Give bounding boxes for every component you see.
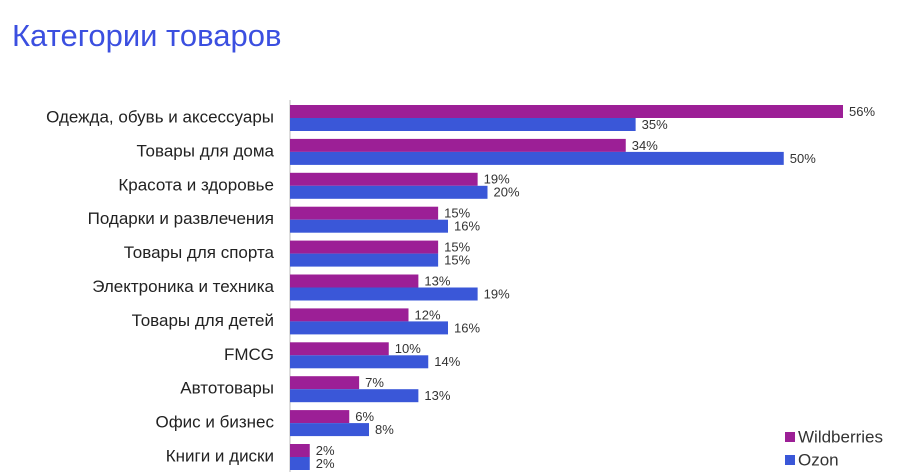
- category-label: Одежда, обувь и аксессуары: [46, 107, 274, 126]
- data-label: 19%: [484, 286, 510, 301]
- category-label: Товары для детей: [132, 311, 274, 330]
- bar: [290, 389, 419, 403]
- data-label: 7%: [365, 375, 384, 390]
- bar: [290, 287, 478, 301]
- data-label: 6%: [355, 409, 374, 424]
- data-label: 8%: [375, 422, 394, 437]
- bar: [290, 355, 429, 369]
- bar: [290, 457, 310, 470]
- bar: [290, 308, 409, 322]
- bar: [290, 321, 448, 335]
- data-label: 2%: [316, 456, 335, 471]
- category-label: Подарки и развлечения: [88, 209, 274, 228]
- data-label: 15%: [444, 253, 470, 268]
- data-label: 13%: [424, 388, 450, 403]
- bar: [290, 253, 439, 267]
- bar: [290, 274, 419, 288]
- bar: [290, 376, 360, 390]
- bar: [290, 172, 478, 186]
- bar: [290, 185, 488, 199]
- bar: [290, 206, 439, 220]
- data-label: 13%: [424, 273, 450, 288]
- data-label: 16%: [454, 219, 480, 234]
- bar: [290, 219, 448, 233]
- data-label: 50%: [790, 151, 816, 166]
- legend-swatch: [785, 455, 795, 465]
- data-label: 15%: [444, 240, 470, 255]
- chart-title: Категории товаров: [12, 18, 281, 53]
- data-label: 20%: [494, 185, 520, 200]
- data-label: 34%: [632, 138, 658, 153]
- bar: [290, 138, 626, 152]
- bar: [290, 118, 636, 131]
- bar: [290, 240, 439, 254]
- category-label: Товары для дома: [137, 141, 275, 160]
- data-label: 2%: [316, 443, 335, 458]
- data-label: 35%: [642, 117, 668, 132]
- category-label: Офис и бизнес: [155, 413, 274, 432]
- category-label: FMCG: [224, 345, 274, 364]
- category-label: Красота и здоровье: [118, 175, 274, 194]
- data-label: 19%: [484, 172, 510, 187]
- bar: [290, 105, 843, 118]
- category-label: Товары для спорта: [124, 243, 275, 262]
- bar: [290, 423, 369, 437]
- bar: [290, 444, 310, 457]
- category-label: Автотовары: [180, 379, 274, 398]
- legend-label: Wildberries: [798, 427, 883, 446]
- legend-label: Ozon: [798, 450, 839, 469]
- data-label: 15%: [444, 206, 470, 221]
- data-label: 10%: [395, 341, 421, 356]
- bar: [290, 410, 350, 424]
- bar: [290, 342, 389, 356]
- bar: [290, 151, 784, 165]
- data-label: 56%: [849, 104, 875, 119]
- legend-swatch: [785, 432, 795, 442]
- category-label: Электроника и техника: [92, 277, 274, 296]
- data-label: 12%: [415, 307, 441, 322]
- data-label: 14%: [434, 354, 460, 369]
- data-label: 16%: [454, 320, 480, 335]
- category-label: Книги и диски: [166, 446, 274, 465]
